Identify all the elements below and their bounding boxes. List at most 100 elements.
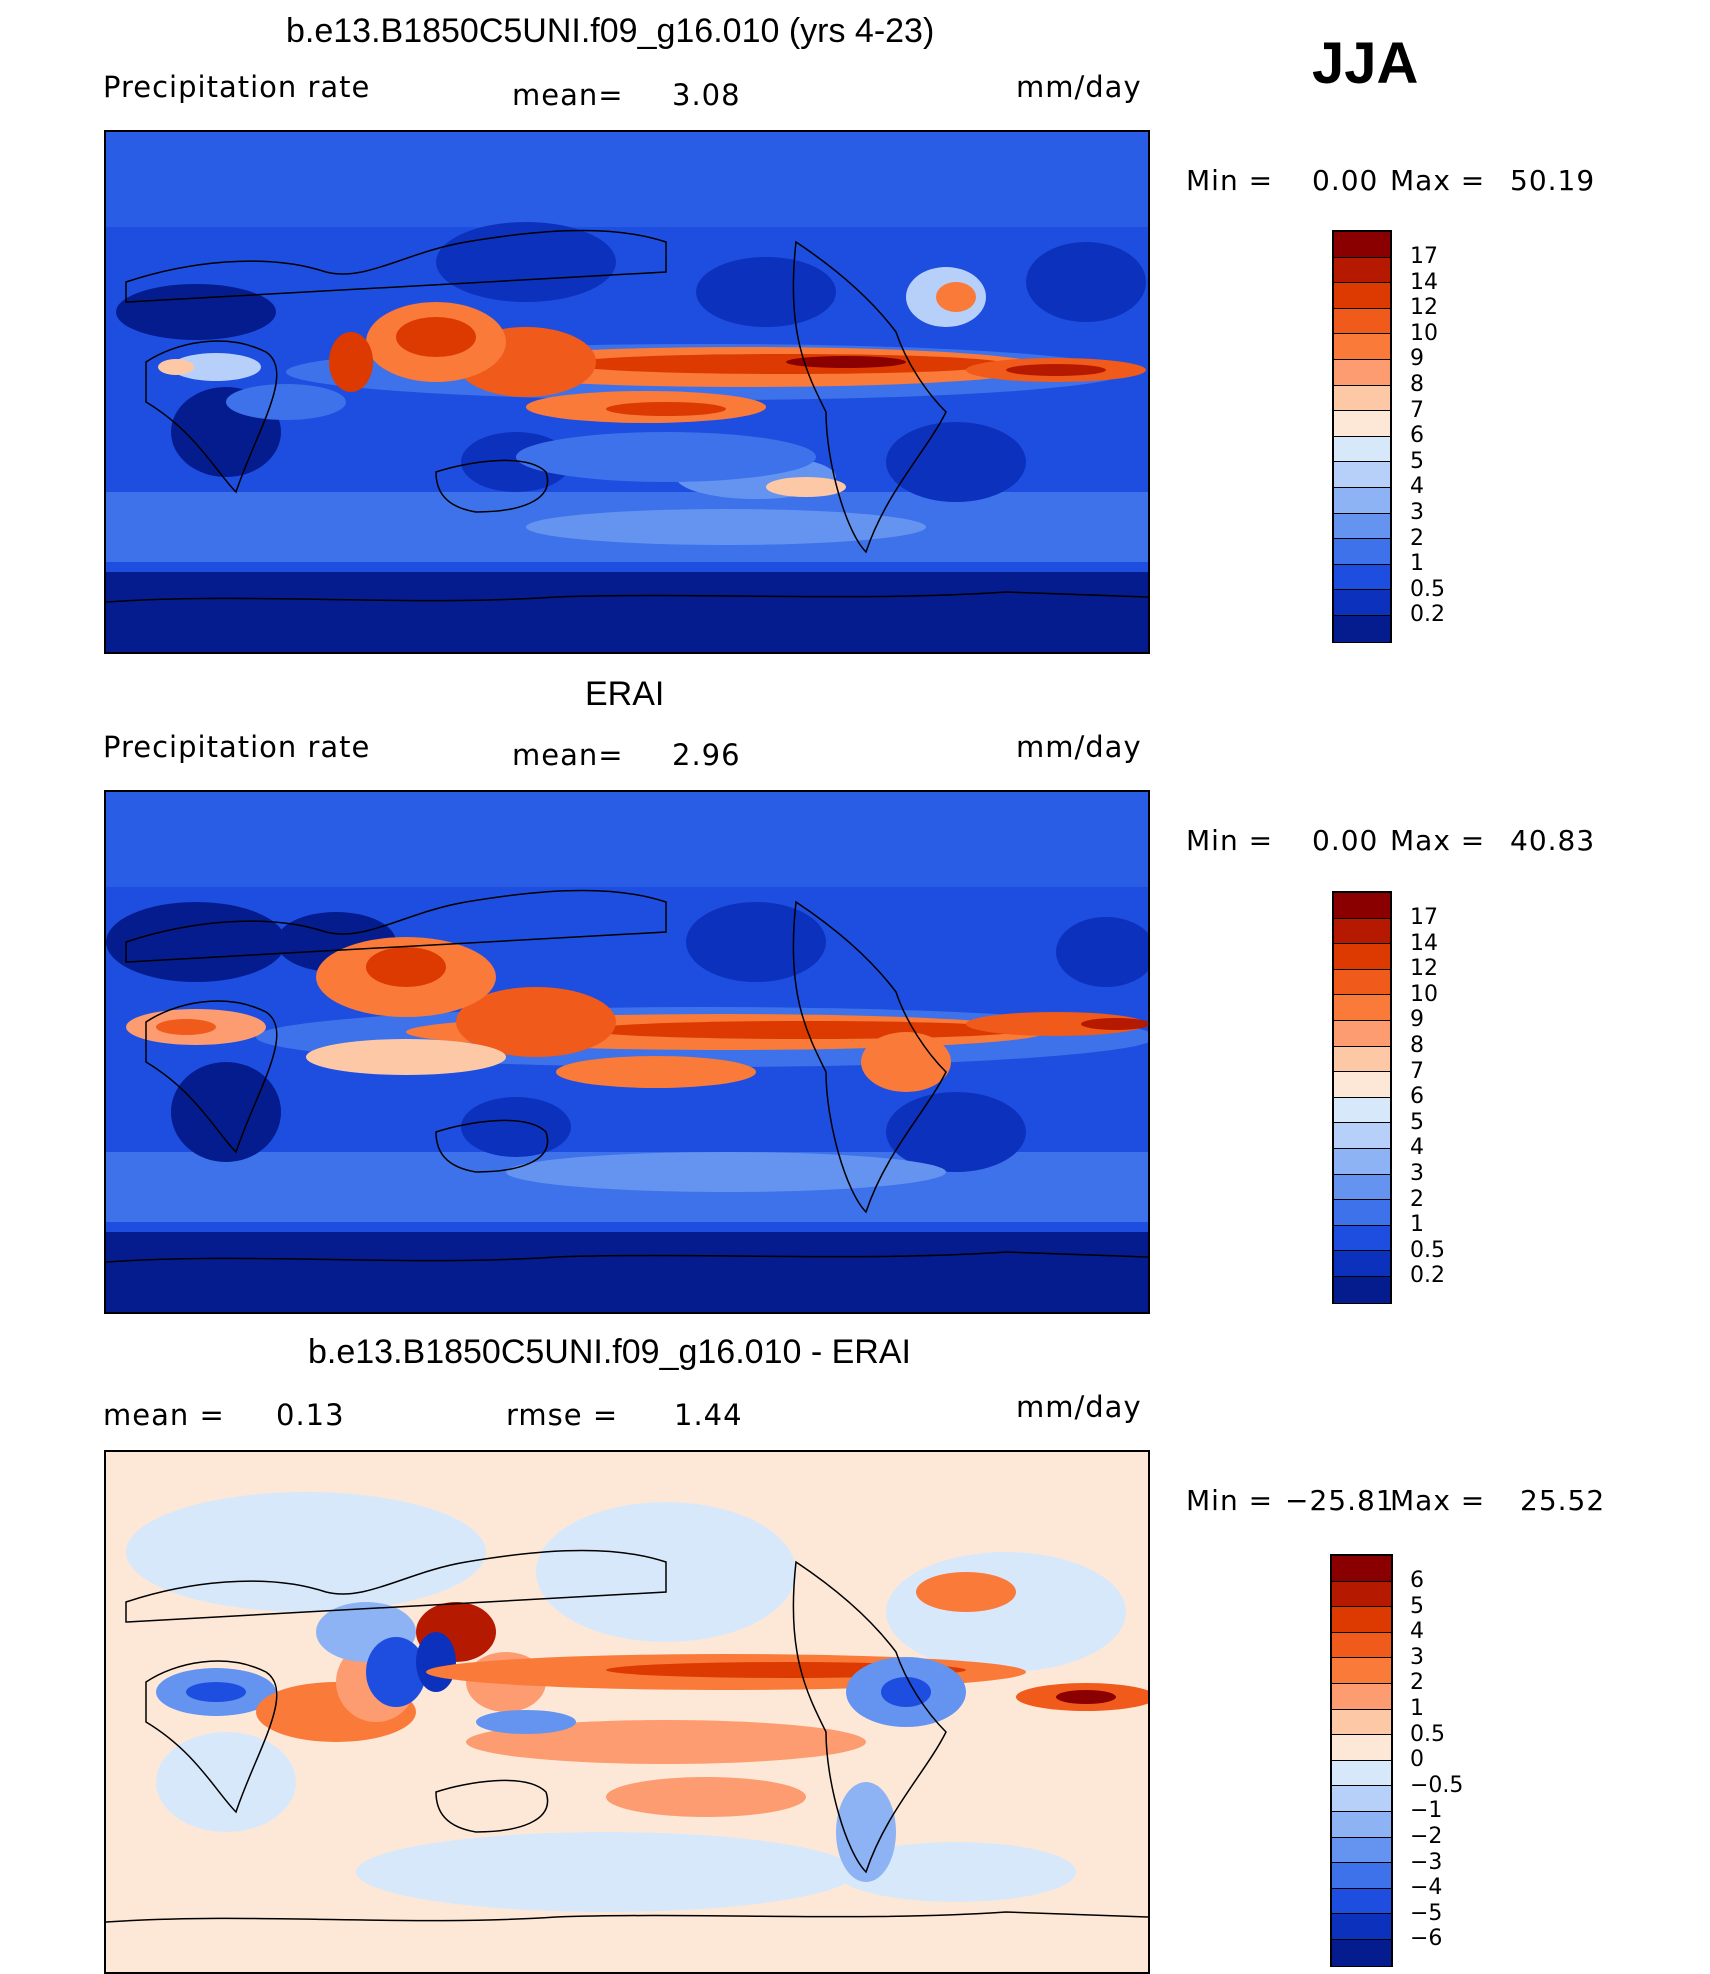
colorbar-tick-label: 8 [1410, 371, 1424, 397]
colorbar-tick-label: 9 [1410, 1007, 1424, 1033]
colorbar-tick-label: 1 [1410, 551, 1424, 577]
colorbar-tick-label: 4 [1410, 1135, 1424, 1161]
colorbar-segment [1334, 1072, 1390, 1098]
colorbar-tick-label: −0.5 [1410, 1772, 1464, 1798]
colorbar-tick-label: 4 [1410, 1619, 1424, 1645]
colorbar-segment [1334, 283, 1390, 309]
colorbar-tick-label: −1 [1410, 1798, 1443, 1824]
colorbar-segment [1334, 513, 1390, 540]
panel-model-title: b.e13.B1850C5UNI.f09_g16.010 (yrs 4-23) [286, 12, 935, 50]
colorbar-tick-label: −6 [1410, 1926, 1443, 1952]
colorbar-segment [1334, 615, 1390, 642]
colorbar-segment [1332, 1632, 1391, 1659]
panel-diff-max-value: 25.52 [1520, 1484, 1606, 1517]
panel-obs-variable-label: Precipitation rate [103, 730, 371, 764]
panel-model-map [104, 130, 1150, 654]
colorbar-tick-label: 17 [1410, 244, 1438, 269]
colorbar-segment [1334, 1251, 1390, 1277]
panel-diff-map-svg [106, 1452, 1148, 1972]
colorbar-tick-label: 2 [1410, 525, 1424, 551]
colorbar-tick-label: −4 [1410, 1875, 1443, 1901]
panel-diff-max-label: Max = [1390, 1484, 1486, 1517]
colorbar-tick-label: 5 [1410, 1593, 1424, 1619]
colorbar-tick-label: 12 [1410, 295, 1438, 321]
panel-obs-colorbar [1332, 891, 1392, 1304]
colorbar-segment [1332, 1939, 1391, 1966]
colorbar-segment [1334, 232, 1390, 258]
colorbar-segment [1334, 1097, 1390, 1124]
panel-diff-min-value: −25.81 [1285, 1484, 1395, 1517]
colorbar-segment [1334, 411, 1390, 437]
colorbar-segment [1334, 539, 1390, 565]
colorbar-tick-label: 5 [1410, 1109, 1424, 1135]
colorbar-tick-label: 10 [1410, 320, 1438, 346]
panel-model-mean-label: mean= [512, 78, 624, 112]
panel-obs-colorbar-labels: 17 14 12 10 9 8 7 6 5 4 3 2 1 0.5 0.2 [1410, 905, 1445, 1289]
colorbar-segment [1334, 969, 1390, 996]
colorbar-segment [1334, 1225, 1390, 1252]
colorbar-segment [1334, 893, 1390, 919]
panel-diff-mean-value: 0.13 [276, 1398, 345, 1432]
colorbar-tick-label: 14 [1410, 930, 1438, 956]
season-label: JJA [1312, 31, 1419, 96]
colorbar-tick-label: 6 [1410, 1084, 1424, 1110]
colorbar-tick-label: 2 [1410, 1186, 1424, 1212]
panel-diff-rmse-label: rmse = [506, 1398, 619, 1432]
colorbar-segment [1332, 1607, 1391, 1633]
panel-model-mean-value: 3.08 [672, 78, 741, 112]
colorbar-tick-label: 0.2 [1410, 1263, 1445, 1289]
colorbar-segment [1332, 1760, 1391, 1787]
colorbar-segment [1332, 1735, 1391, 1761]
colorbar-tick-label: 0.5 [1410, 1237, 1445, 1263]
colorbar-tick-label: 9 [1410, 346, 1424, 372]
colorbar-segment [1334, 1276, 1390, 1303]
panel-obs-max-label: Max = [1390, 824, 1486, 857]
panel-diff-units: mm/day [1016, 1390, 1142, 1424]
colorbar-tick-label: 3 [1410, 499, 1424, 525]
colorbar-segment [1334, 257, 1390, 284]
colorbar-segment [1332, 1581, 1391, 1608]
colorbar-segment [1334, 308, 1390, 335]
colorbar-segment [1334, 462, 1390, 488]
colorbar-tick-label: 7 [1410, 397, 1424, 423]
panel-obs-max-value: 40.83 [1510, 824, 1596, 857]
panel-obs-title: ERAI [585, 675, 665, 713]
colorbar-segment [1334, 487, 1390, 514]
colorbar-segment [1332, 1837, 1391, 1864]
colorbar-tick-label: −3 [1410, 1849, 1443, 1875]
panel-diff-map [104, 1450, 1150, 1974]
colorbar-segment [1334, 1123, 1390, 1149]
colorbar-tick-label: 12 [1410, 956, 1438, 982]
colorbar-segment [1332, 1709, 1391, 1736]
panel-model-colorbar [1332, 230, 1392, 643]
panel-model-map-svg [106, 132, 1148, 652]
colorbar-tick-label: 10 [1410, 981, 1438, 1007]
colorbar-tick-label: 6 [1410, 1568, 1424, 1593]
colorbar-segment [1332, 1786, 1391, 1812]
panel-model-max-label: Max = [1390, 164, 1486, 197]
colorbar-segment [1332, 1683, 1391, 1710]
panel-obs-units: mm/day [1016, 730, 1142, 764]
colorbar-segment [1332, 1863, 1391, 1889]
colorbar-segment [1334, 918, 1390, 945]
panel-obs-map-svg [106, 792, 1148, 1312]
colorbar-tick-label: 17 [1410, 905, 1438, 930]
panel-diff-min-label: Min = [1186, 1484, 1274, 1517]
panel-model-min-label: Min = [1186, 164, 1274, 197]
colorbar-segment [1334, 564, 1390, 591]
colorbar-tick-label: 14 [1410, 269, 1438, 295]
colorbar-segment [1332, 1658, 1391, 1684]
panel-diff-colorbar-labels: 6 5 4 3 2 1 0.5 0 −0.5 −1 −2 −3 −4 −5 −6 [1410, 1568, 1463, 1952]
colorbar-segment [1334, 334, 1390, 360]
colorbar-segment [1332, 1556, 1391, 1582]
panel-model-max-value: 50.19 [1510, 164, 1596, 197]
panel-diff-mean-label: mean = [103, 1398, 225, 1432]
colorbar-segment [1334, 995, 1390, 1021]
panel-obs-mean-value: 2.96 [672, 738, 741, 772]
colorbar-segment [1334, 1148, 1390, 1175]
panel-model-min-value: 0.00 [1312, 164, 1379, 197]
colorbar-tick-label: 0.5 [1410, 576, 1445, 602]
colorbar-segment [1334, 1174, 1390, 1201]
colorbar-tick-label: 0 [1410, 1747, 1424, 1773]
colorbar-segment [1334, 1046, 1390, 1073]
